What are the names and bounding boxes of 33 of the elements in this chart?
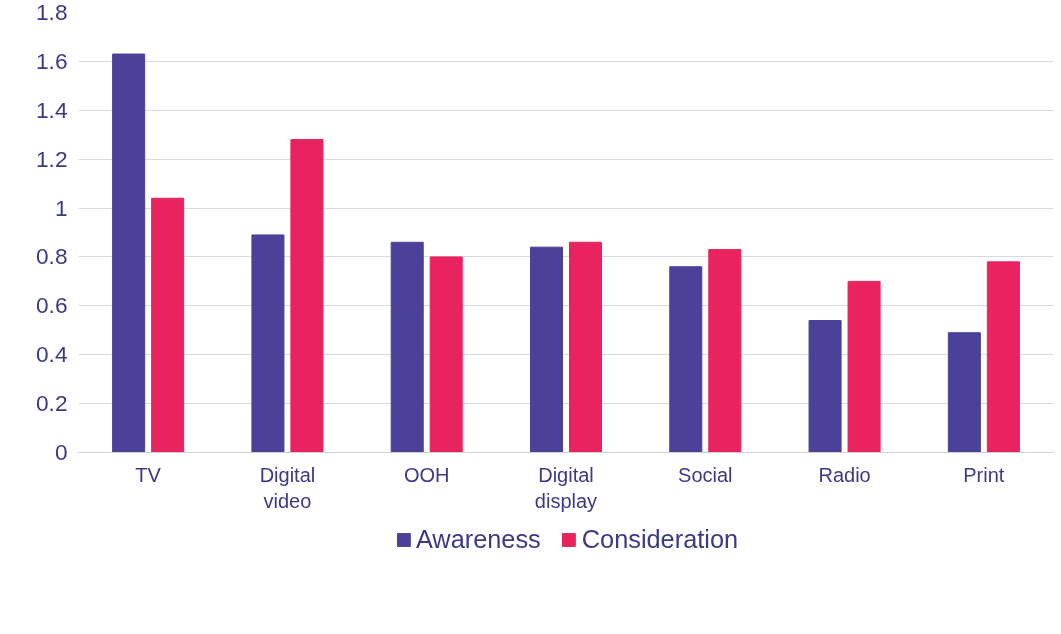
bar	[112, 53, 146, 453]
x-tick-label: Radio	[818, 463, 871, 486]
bar	[568, 241, 603, 453]
x-tick-label: Print	[963, 463, 1005, 486]
x-tick-label: Digital display	[534, 463, 598, 512]
bar	[986, 261, 1020, 453]
y-tick-label: 0	[54, 439, 68, 465]
bar	[669, 266, 703, 453]
bar	[151, 197, 185, 453]
x-tick-label: Digital video	[259, 463, 316, 512]
bar	[708, 249, 742, 453]
bar	[429, 256, 463, 453]
y-tick-label: 0.8	[36, 243, 68, 270]
y-tick-label: 1	[54, 194, 68, 221]
y-tick-label: 0.4	[36, 341, 68, 368]
bar	[947, 332, 981, 453]
legend-label: Awareness	[415, 524, 541, 554]
bar	[808, 320, 842, 453]
y-tick-label: 1.4	[36, 96, 68, 123]
x-tick-label: Social	[678, 463, 733, 486]
bar	[251, 234, 285, 453]
y-tick-label: 0.2	[36, 390, 68, 417]
bar	[529, 246, 564, 453]
bar	[290, 139, 324, 453]
y-tick-label: 1.6	[36, 47, 68, 74]
x-tick-label: OOH	[403, 463, 450, 486]
legend-label: Consideration	[581, 524, 739, 554]
bar	[847, 280, 881, 453]
y-tick-label: 1.8	[36, 0, 68, 25]
y-tick-label: 1.2	[36, 145, 68, 172]
x-tick-label: TV	[135, 463, 162, 486]
y-tick-label: 0.6	[36, 292, 68, 319]
bar	[390, 241, 424, 453]
